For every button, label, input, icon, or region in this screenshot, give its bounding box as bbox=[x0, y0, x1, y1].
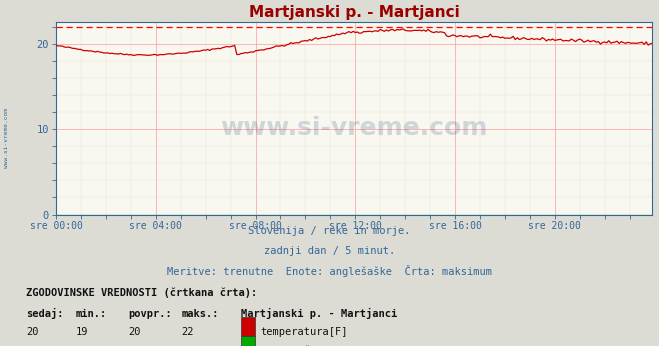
Text: www.si-vreme.com: www.si-vreme.com bbox=[4, 108, 9, 169]
Text: 19: 19 bbox=[76, 327, 88, 337]
Text: ZGODOVINSKE VREDNOSTI (črtkana črta):: ZGODOVINSKE VREDNOSTI (črtkana črta): bbox=[26, 287, 258, 298]
Text: temperatura[F]: temperatura[F] bbox=[260, 327, 348, 337]
Text: povpr.:: povpr.: bbox=[129, 309, 172, 319]
Text: pretok[čevelj3/min]: pretok[čevelj3/min] bbox=[260, 345, 379, 346]
Text: sedaj:: sedaj: bbox=[26, 308, 64, 319]
Title: Martjanski p. - Martjanci: Martjanski p. - Martjanci bbox=[249, 5, 459, 20]
Text: maks.:: maks.: bbox=[181, 309, 219, 319]
Text: 20: 20 bbox=[26, 327, 39, 337]
Text: Martjanski p. - Martjanci: Martjanski p. - Martjanci bbox=[241, 308, 397, 319]
Text: Slovenija / reke in morje.: Slovenija / reke in morje. bbox=[248, 226, 411, 236]
Text: Meritve: trenutne  Enote: anglešaške  Črta: maksimum: Meritve: trenutne Enote: anglešaške Črta… bbox=[167, 265, 492, 277]
Text: 20: 20 bbox=[129, 327, 141, 337]
Text: zadnji dan / 5 minut.: zadnji dan / 5 minut. bbox=[264, 246, 395, 256]
Text: 22: 22 bbox=[181, 327, 194, 337]
Text: www.si-vreme.com: www.si-vreme.com bbox=[221, 116, 488, 140]
Text: min.:: min.: bbox=[76, 309, 107, 319]
